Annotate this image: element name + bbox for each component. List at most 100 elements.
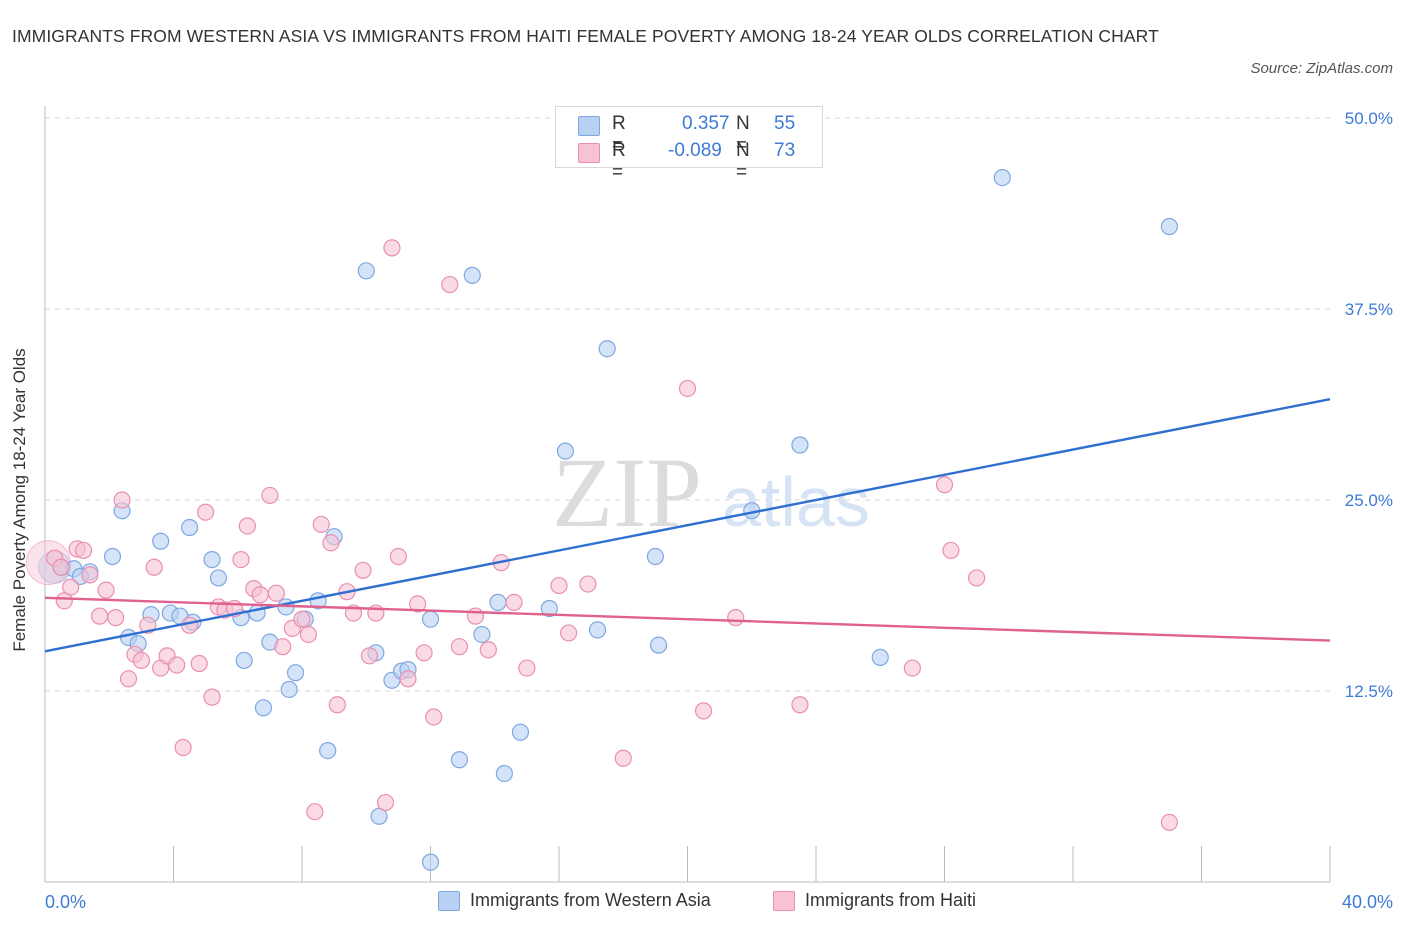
correlation-legend: R = 0.357 N = 55 R = -0.089 N = 73 (555, 106, 823, 183)
data-point-haiti (232, 550, 250, 569)
data-point-haiti (360, 647, 379, 665)
data-point-haiti (791, 696, 809, 714)
data-point-western-asia (235, 651, 253, 670)
data-point-haiti (450, 638, 469, 656)
data-point-haiti (238, 517, 256, 535)
data-point-haiti (399, 670, 417, 688)
data-point-haiti (968, 569, 986, 587)
x-tick-label: 40.0% (1342, 892, 1393, 912)
data-point-haiti (479, 641, 497, 659)
data-point-western-asia (319, 741, 337, 760)
data-point-western-asia (180, 518, 199, 537)
data-point-haiti (727, 609, 745, 627)
data-point-haiti (119, 670, 138, 688)
data-point-haiti (107, 609, 125, 627)
data-point-haiti (1160, 813, 1178, 832)
data-point-western-asia (489, 593, 507, 611)
watermark-atlas: atlas (722, 463, 870, 541)
data-point-haiti (560, 624, 578, 642)
trendline-western-asia (44, 397, 1331, 653)
legend-r-value: 0.357 (682, 113, 730, 134)
data-point-haiti (174, 738, 192, 757)
tick-labels: 50.0% 37.5% 25.0% 12.5% 0.0% 40.0% (45, 109, 1393, 912)
data-point-haiti (306, 803, 324, 821)
data-point-haiti (145, 558, 163, 576)
y-tick-label: 12.5% (1345, 682, 1393, 701)
series-swatch-pink (773, 891, 795, 911)
data-point-western-asia (152, 532, 170, 550)
data-point-haiti (261, 486, 279, 505)
data-point-haiti (52, 558, 70, 576)
axes-layer (44, 106, 1331, 883)
data-point-haiti (132, 651, 150, 670)
data-point-haiti (91, 607, 109, 625)
y-tick-label: 25.0% (1345, 491, 1393, 510)
data-point-western-asia (646, 547, 664, 566)
y-axis-label: Female Poverty Among 18-24 Year Olds (10, 348, 29, 652)
data-point-western-asia (993, 168, 1011, 187)
data-point-haiti (518, 659, 536, 677)
data-point-western-asia (254, 699, 273, 717)
data-point-haiti (251, 586, 269, 604)
data-point-western-asia (473, 625, 491, 644)
data-point-western-asia (556, 442, 575, 460)
y-tick-label: 37.5% (1345, 300, 1393, 319)
data-point-haiti (203, 688, 221, 706)
data-point-haiti (274, 638, 292, 656)
x-tick-label: 0.0% (45, 892, 86, 912)
data-point-western-asia (649, 636, 668, 654)
data-point-western-asia (280, 680, 298, 699)
data-point-haiti (190, 654, 208, 673)
data-point-haiti (312, 515, 330, 534)
data-point-haiti (409, 595, 427, 613)
trend-layer (44, 397, 1331, 653)
data-point-western-asia (540, 599, 558, 618)
data-point-western-asia (357, 262, 375, 280)
legend-r-value: -0.089 (668, 140, 722, 161)
watermark: ZIP atlas (552, 437, 870, 548)
data-point-haiti (180, 616, 199, 634)
data-point-haiti (97, 581, 115, 599)
legend-n-label: N = (736, 140, 750, 183)
data-point-western-asia (598, 340, 616, 358)
data-point-western-asia (495, 764, 513, 783)
data-point-haiti (74, 541, 93, 560)
data-point-haiti (299, 625, 318, 644)
data-point-haiti (550, 576, 568, 595)
data-point-western-asia (1160, 217, 1178, 236)
legend-r-label: R = (612, 140, 626, 183)
data-point-western-asia (103, 547, 122, 566)
legend-n-value: 55 (774, 113, 796, 134)
data-point-haiti (168, 656, 186, 674)
legend-swatch-pink (578, 143, 600, 163)
data-point-western-asia (209, 569, 228, 587)
data-point-western-asia (871, 648, 889, 666)
legend-n-value: 73 (774, 140, 796, 161)
series-label-haiti: Immigrants from Haiti (805, 890, 977, 910)
data-point-western-asia (370, 807, 388, 825)
data-point-haiti (694, 702, 713, 720)
data-point-haiti (383, 239, 401, 257)
trendline-haiti (44, 596, 1331, 642)
data-point-western-asia (791, 436, 809, 454)
data-point-western-asia (421, 610, 440, 628)
data-point-haiti (197, 503, 215, 521)
data-point-haiti (935, 476, 954, 494)
data-point-western-asia (421, 853, 440, 871)
series-swatch-blue (438, 891, 460, 911)
data-point-haiti (376, 793, 395, 812)
data-point-haiti (579, 575, 597, 593)
data-point-haiti (466, 607, 485, 625)
data-point-haiti (389, 547, 407, 566)
data-point-haiti (81, 566, 99, 584)
data-point-haiti (942, 541, 960, 560)
watermark-zip: ZIP (552, 437, 702, 548)
series-label-western-asia: Immigrants from Western Asia (470, 890, 711, 910)
data-point-haiti (62, 578, 80, 596)
data-point-western-asia (588, 621, 607, 639)
data-point-haiti (425, 708, 443, 726)
data-point-haiti (614, 749, 632, 767)
data-point-haiti (328, 696, 346, 714)
data-point-haiti (322, 534, 340, 552)
